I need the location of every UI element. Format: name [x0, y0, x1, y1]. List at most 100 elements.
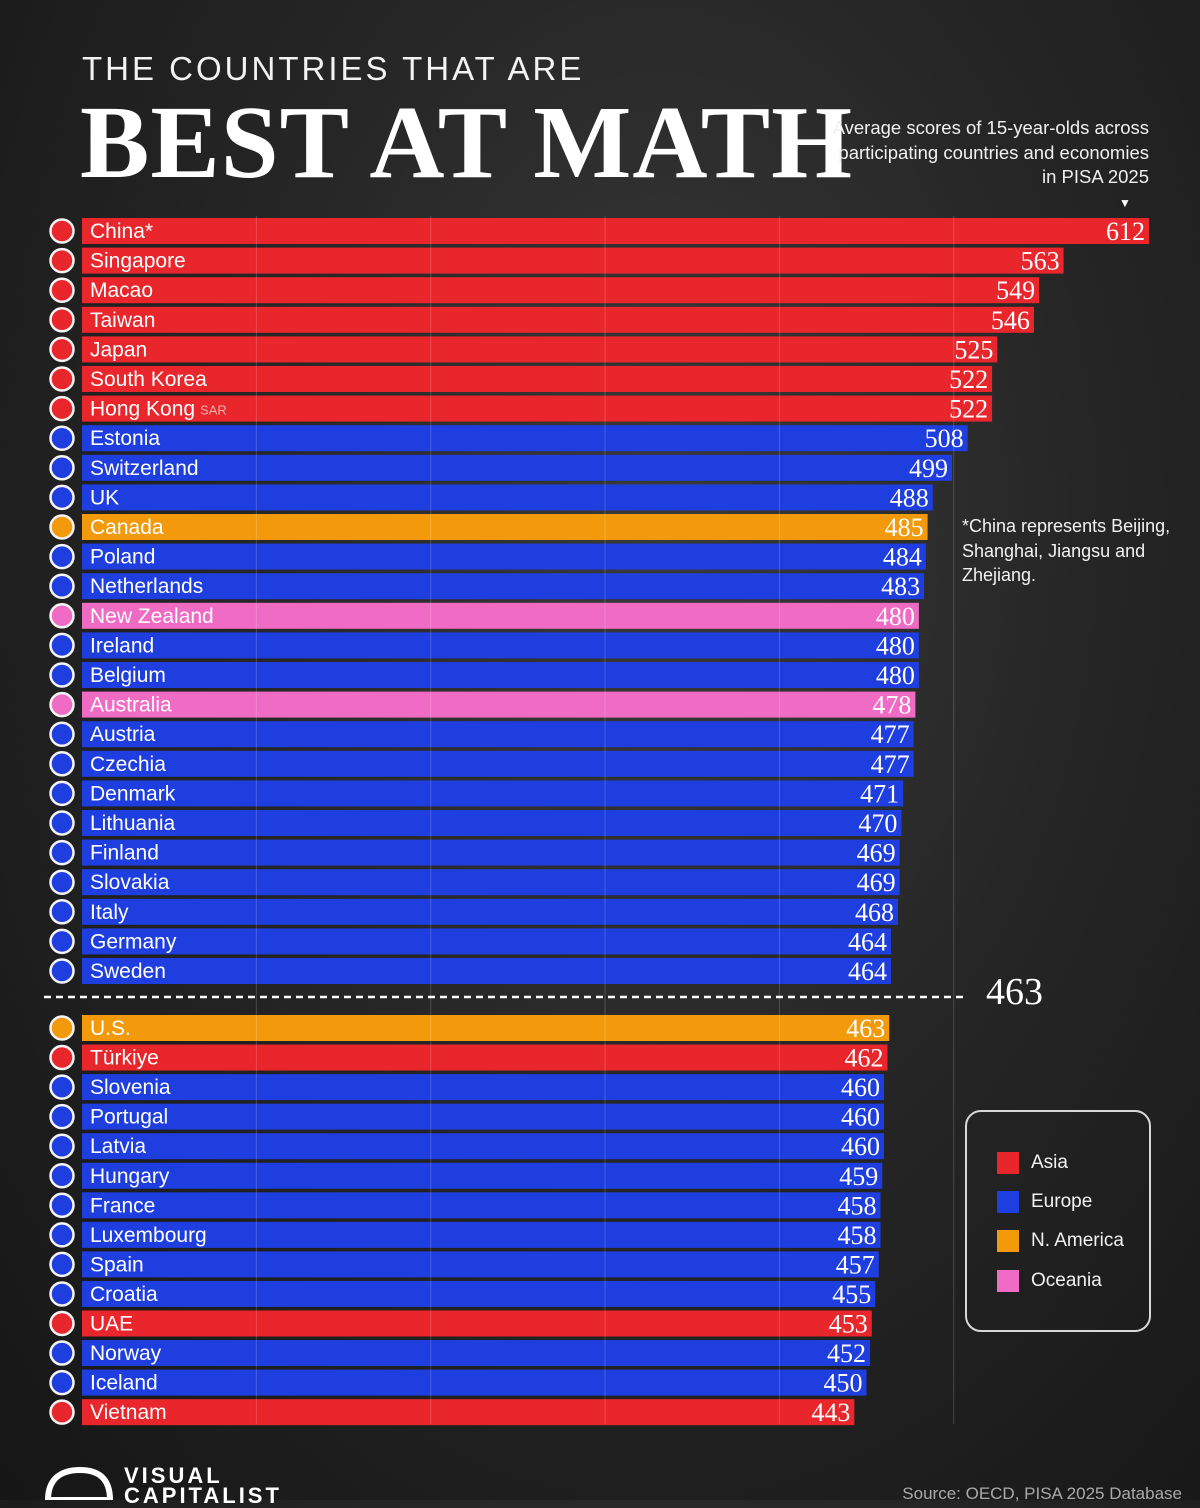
- bar-label: Norway: [90, 1342, 162, 1365]
- data-label: 463: [846, 1014, 885, 1043]
- bar-label: Belgium: [90, 664, 166, 687]
- legend-swatch: [997, 1152, 1019, 1174]
- bar: [82, 1221, 881, 1248]
- data-label: 522: [949, 395, 988, 424]
- bar: [82, 366, 993, 392]
- bar-label: Singapore: [90, 250, 186, 273]
- bar-label: Switzerland: [90, 457, 199, 480]
- bar-label: Austria: [90, 723, 156, 746]
- bar: [82, 573, 925, 600]
- flag-icon: [49, 899, 75, 925]
- bar: [82, 484, 933, 511]
- data-label: 522: [949, 365, 988, 394]
- bar: [82, 218, 1149, 244]
- bar: [82, 869, 900, 896]
- bar-label: Canada: [90, 516, 164, 539]
- flag-icon: [49, 662, 75, 688]
- flag-icon: [49, 395, 75, 422]
- flag-icon: [49, 691, 75, 718]
- data-label: 471: [860, 779, 899, 808]
- legend-item-asia: Asia: [997, 1152, 1068, 1174]
- flag-icon: [49, 1163, 75, 1189]
- legend-swatch: [997, 1191, 1019, 1213]
- bar-label: Australia: [90, 694, 172, 717]
- data-label: 464: [848, 927, 887, 956]
- bar: [82, 839, 900, 866]
- data-label: 470: [858, 809, 897, 838]
- flag-icon: [49, 603, 75, 629]
- bar-label: UK: [90, 486, 119, 509]
- bar-label: China*: [90, 220, 153, 243]
- legend-label: Europe: [1031, 1191, 1093, 1212]
- legend-item-europe: Europe: [997, 1191, 1092, 1213]
- legend-item-oceania: Oceania: [997, 1270, 1102, 1292]
- bar: [82, 721, 914, 748]
- data-label: 462: [844, 1044, 883, 1073]
- flag-icon: [49, 218, 75, 244]
- logo-icon: [44, 1466, 114, 1503]
- bar: [82, 928, 891, 955]
- flag-icon: [49, 958, 75, 984]
- flag-icon: [49, 780, 75, 807]
- data-label: 477: [871, 720, 910, 749]
- flag-icon: [49, 336, 75, 363]
- visual-capitalist-logo: VISUAL CAPITALIST: [44, 1458, 324, 1507]
- average-line-value: 463: [986, 971, 1043, 1013]
- bar-label: New Zealand: [90, 605, 214, 628]
- data-label: 459: [839, 1162, 878, 1191]
- data-label: 455: [832, 1280, 871, 1309]
- bar: [82, 1192, 881, 1219]
- data-label: 452: [827, 1339, 866, 1368]
- flag-icon: [49, 455, 75, 481]
- data-label: 563: [1021, 247, 1060, 276]
- data-label: 484: [883, 543, 922, 572]
- bar: [82, 425, 968, 452]
- data-label: 457: [836, 1250, 875, 1279]
- bar-label: Spain: [90, 1253, 144, 1276]
- bar-label: Denmark: [90, 782, 176, 805]
- data-label: 464: [848, 957, 887, 986]
- down-arrow-icon: ▼: [1119, 196, 1131, 210]
- bar-label: Czechia: [90, 753, 166, 776]
- data-label: 443: [811, 1398, 850, 1427]
- data-label: 485: [885, 513, 924, 542]
- data-label: 480: [876, 602, 915, 631]
- bar: [82, 958, 891, 984]
- bar: [82, 1399, 855, 1426]
- flag-icon: [49, 869, 75, 895]
- bar-label: Türkiye: [90, 1047, 159, 1070]
- bar-label: Netherlands: [90, 575, 203, 598]
- bar-label: France: [90, 1194, 155, 1217]
- data-label: 469: [857, 868, 896, 897]
- bar-label: Portugal: [90, 1106, 168, 1129]
- bar: [82, 514, 928, 540]
- flag-icon: [49, 1133, 75, 1159]
- bar: [82, 1133, 884, 1160]
- flag-icon: [49, 277, 75, 303]
- bar: [82, 750, 914, 777]
- flag-icon: [49, 543, 75, 570]
- page-title: BEST AT MATH: [80, 85, 854, 200]
- bar-label-suffix: SAR: [200, 403, 227, 418]
- bar: [82, 662, 919, 688]
- flag-icon: [49, 839, 75, 866]
- flag-icon: [49, 1281, 75, 1307]
- flag-icon: [49, 810, 75, 836]
- bar: [82, 898, 898, 925]
- flag-icon: [49, 1340, 75, 1366]
- data-label: 508: [925, 424, 964, 453]
- bar: [82, 1044, 888, 1071]
- bar-label: Taiwan: [90, 309, 155, 332]
- flag-icon: [49, 1222, 75, 1248]
- legend-label: Asia: [1031, 1152, 1068, 1173]
- flag-icon: [49, 1310, 75, 1337]
- data-label: 460: [841, 1103, 880, 1132]
- data-label: 468: [855, 898, 894, 927]
- legend: Asia Europe N. America Oceania: [965, 1110, 1151, 1332]
- data-label: 450: [824, 1369, 863, 1398]
- data-label: 612: [1106, 217, 1145, 246]
- bar-label: Vietnam: [90, 1401, 167, 1424]
- bar: [82, 395, 993, 422]
- data-label: 499: [909, 454, 948, 483]
